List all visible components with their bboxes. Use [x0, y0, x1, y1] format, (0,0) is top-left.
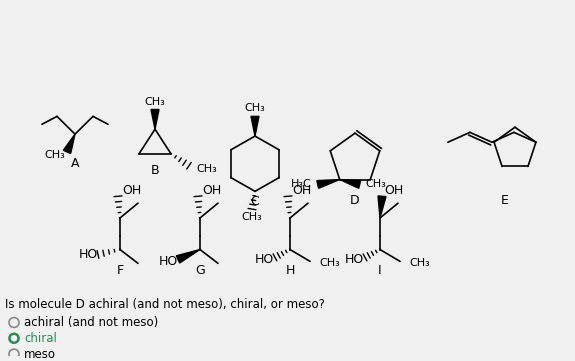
Text: CH₃: CH₃	[365, 179, 386, 190]
Circle shape	[9, 333, 19, 343]
Text: meso: meso	[24, 348, 56, 361]
Text: E: E	[501, 194, 509, 207]
Polygon shape	[177, 249, 200, 263]
Text: I: I	[378, 264, 382, 277]
Polygon shape	[251, 116, 259, 136]
Polygon shape	[378, 196, 386, 218]
Text: achiral (and not meso): achiral (and not meso)	[24, 316, 158, 329]
Text: HO: HO	[78, 248, 98, 261]
Polygon shape	[317, 179, 340, 188]
Polygon shape	[63, 134, 75, 153]
Circle shape	[12, 336, 17, 341]
Text: H: H	[285, 264, 295, 277]
Text: HO: HO	[254, 253, 274, 266]
Text: G: G	[195, 264, 205, 277]
Text: CH₃: CH₃	[45, 150, 66, 160]
Text: A: A	[71, 157, 79, 170]
Text: CH₃: CH₃	[409, 258, 430, 268]
Text: CH₃: CH₃	[244, 104, 266, 113]
Text: HO: HO	[158, 255, 178, 268]
Text: F: F	[116, 264, 124, 277]
Text: CH₃: CH₃	[145, 97, 166, 106]
Text: CH₃: CH₃	[320, 258, 340, 268]
Text: OH: OH	[292, 184, 312, 197]
Text: C: C	[251, 195, 259, 208]
Text: chiral: chiral	[24, 332, 57, 345]
Text: CH₃: CH₃	[242, 212, 262, 222]
Polygon shape	[151, 109, 159, 129]
Text: OH: OH	[202, 184, 221, 197]
Text: CH₃: CH₃	[197, 164, 217, 174]
Polygon shape	[340, 179, 361, 188]
Text: Is molecule D achiral (and not meso), chiral, or meso?: Is molecule D achiral (and not meso), ch…	[5, 298, 325, 311]
Text: D: D	[350, 194, 360, 207]
Text: HO: HO	[344, 253, 363, 266]
Text: H₃C: H₃C	[292, 179, 312, 190]
Text: B: B	[151, 164, 159, 177]
Text: OH: OH	[384, 184, 404, 197]
Text: OH: OH	[122, 184, 141, 197]
